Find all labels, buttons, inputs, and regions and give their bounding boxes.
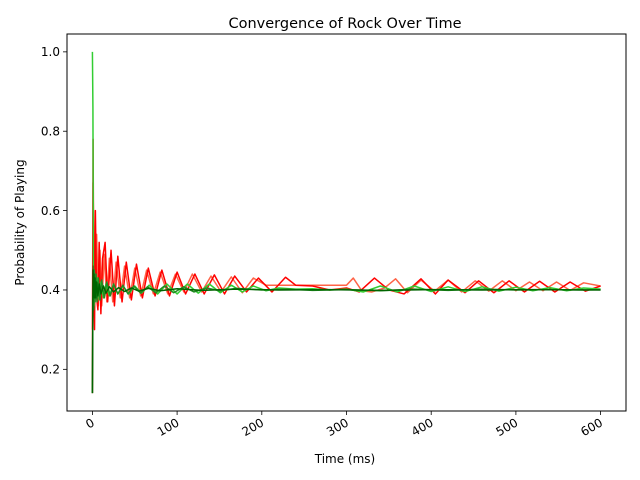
series-line-5 (91, 269, 601, 394)
y-axis-label: Probability of Playing (13, 159, 27, 285)
y-tick-label: 0.8 (41, 124, 60, 138)
y-tick-label: 0.4 (41, 283, 60, 297)
x-tick-label: 100 (155, 415, 182, 439)
y-tick-label: 0.2 (41, 363, 60, 377)
x-axis-label: Time (ms) (314, 452, 376, 466)
x-tick-label: 500 (494, 415, 521, 439)
x-tick-label: 0 (83, 415, 97, 431)
y-tick-label: 1.0 (41, 45, 60, 59)
x-tick-label: 600 (578, 415, 605, 439)
series-line-1 (91, 182, 601, 330)
chart-title: Convergence of Rock Over Time (228, 16, 461, 32)
y-tick-label: 0.6 (41, 204, 60, 218)
x-tick-label: 200 (239, 415, 266, 439)
x-tick-label: 300 (324, 415, 351, 439)
x-axis: 0 100 200 300 400 500 600 (83, 411, 605, 439)
series-line-3 (91, 51, 601, 307)
series-line-2 (91, 138, 601, 394)
plot-frame (66, 33, 627, 412)
y-axis: 0.2 0.4 0.6 0.8 1.0 (41, 45, 67, 377)
x-tick-label: 400 (409, 415, 436, 439)
series-layer (91, 51, 601, 394)
